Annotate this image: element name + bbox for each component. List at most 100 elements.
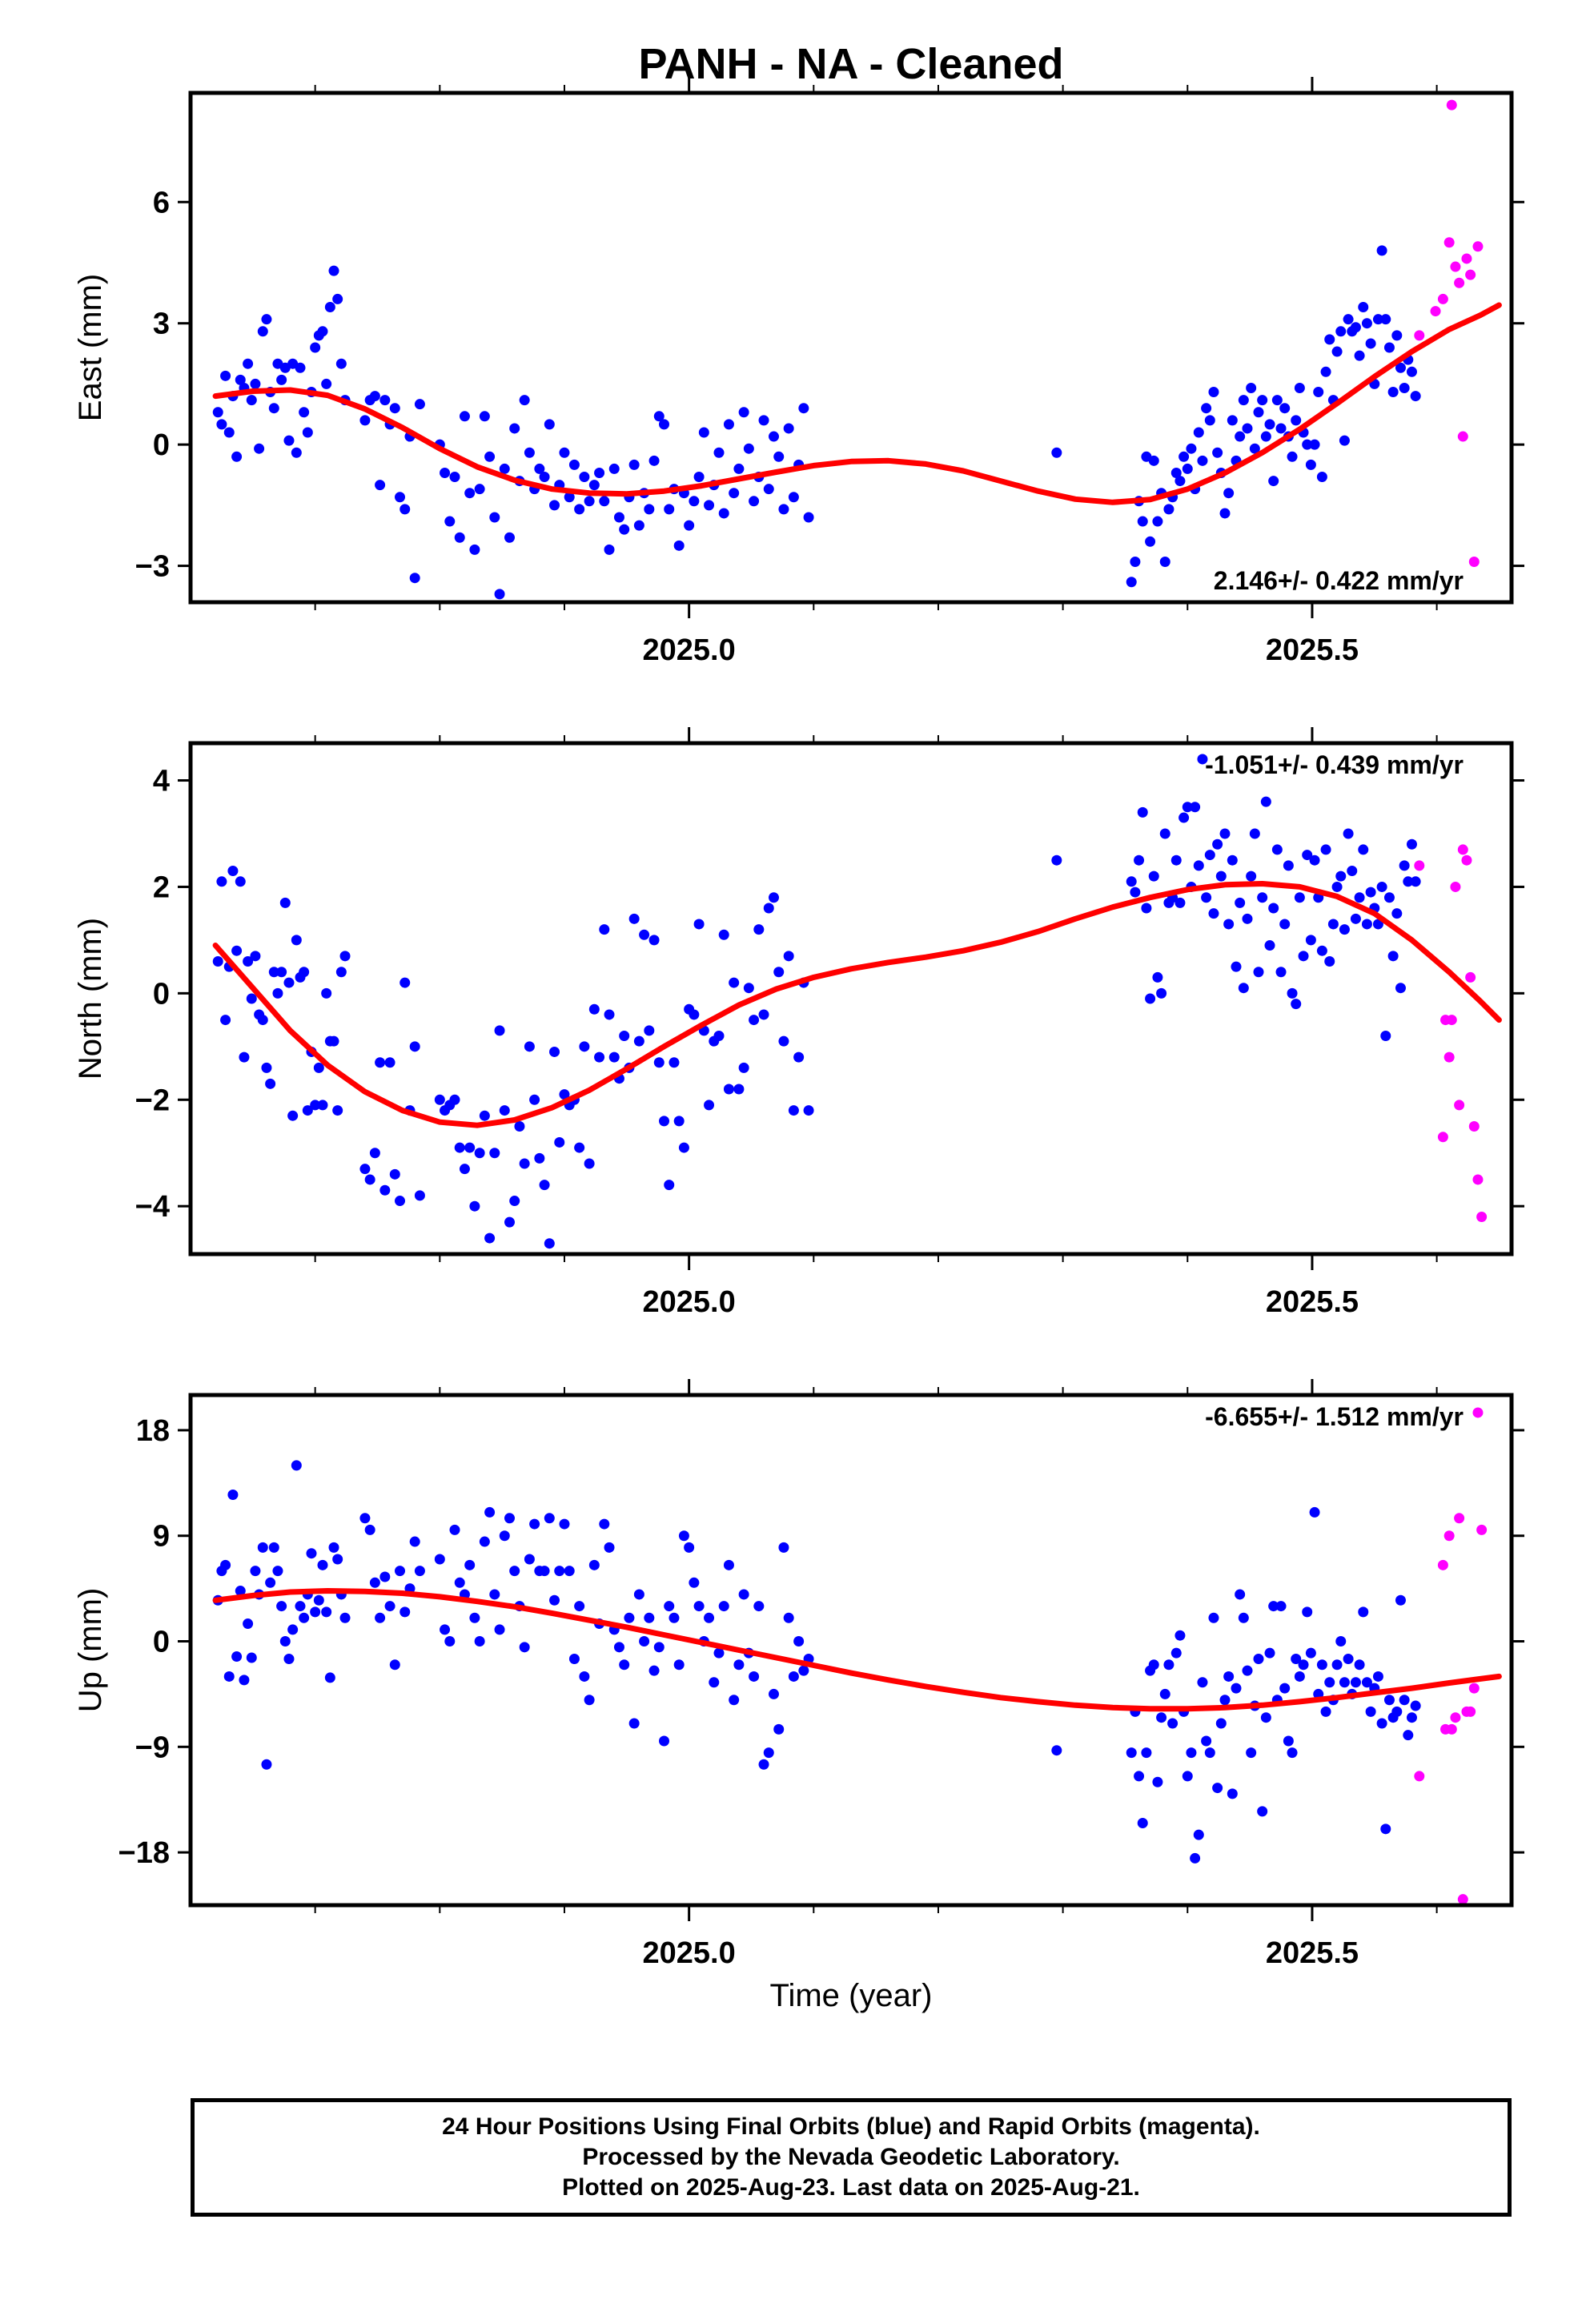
east-final-point bbox=[648, 455, 660, 466]
east-final-point bbox=[257, 326, 268, 337]
up-final-point bbox=[1159, 1688, 1170, 1699]
north-final-point bbox=[604, 1009, 615, 1020]
east-final-point bbox=[604, 544, 615, 555]
footer-line-2: Processed by the Nevada Geodetic Laborat… bbox=[582, 2144, 1120, 2170]
up-final-point bbox=[773, 1723, 785, 1735]
up-final-point bbox=[733, 1659, 745, 1671]
north-final-point bbox=[524, 1041, 535, 1052]
east-final-point bbox=[1159, 557, 1170, 568]
east-final-point bbox=[283, 435, 295, 446]
up-final-point bbox=[1372, 1671, 1383, 1682]
east-final-point bbox=[1249, 443, 1260, 454]
east-final-point bbox=[1219, 508, 1231, 519]
east-y-axis-label: East (mm) bbox=[73, 274, 108, 421]
north-final-point bbox=[384, 1057, 396, 1068]
north-final-point bbox=[678, 1142, 689, 1153]
up-final-point bbox=[1137, 1817, 1148, 1828]
up-final-point bbox=[628, 1718, 640, 1729]
up-final-point bbox=[798, 1665, 809, 1676]
east-final-point bbox=[718, 508, 729, 519]
up-rapid-point bbox=[1437, 1559, 1448, 1570]
east-rate-annotation: 2.146+/- 0.422 mm/yr bbox=[1214, 566, 1464, 595]
up-final-point bbox=[619, 1659, 630, 1671]
east-rapid-point bbox=[1437, 293, 1448, 304]
east-final-point bbox=[1204, 415, 1215, 426]
east-final-point bbox=[798, 403, 809, 414]
north-final-point bbox=[220, 1015, 231, 1026]
north-final-point bbox=[459, 1164, 470, 1175]
east-final-point bbox=[400, 504, 411, 515]
east-final-point bbox=[1395, 362, 1406, 373]
north-final-point bbox=[261, 1062, 272, 1073]
up-y-tick-label: −9 bbox=[135, 1731, 170, 1764]
up-final-point bbox=[539, 1566, 550, 1577]
up-rapid-point bbox=[1414, 1771, 1425, 1782]
north-final-point bbox=[1376, 881, 1387, 892]
north-final-point bbox=[1324, 955, 1335, 967]
east-final-point bbox=[579, 472, 590, 483]
north-final-point bbox=[534, 1152, 545, 1164]
east-final-point bbox=[698, 427, 709, 438]
up-final-point bbox=[239, 1675, 250, 1686]
north-final-point bbox=[1190, 802, 1201, 813]
north-final-point bbox=[379, 1184, 391, 1196]
east-rapid-point bbox=[1454, 277, 1465, 288]
east-final-point bbox=[1339, 435, 1350, 446]
east-final-point bbox=[1365, 338, 1376, 349]
east-final-point bbox=[254, 443, 265, 454]
up-panel: 2025.0 2025.5 −18 −9 0 9 18 Up (mm) -6.655+/- 1.… bbox=[73, 1379, 1524, 1970]
north-rapid-point bbox=[1437, 1132, 1448, 1143]
east-final-point bbox=[1197, 455, 1208, 466]
north-final-point bbox=[504, 1216, 515, 1228]
east-final-point bbox=[1235, 431, 1246, 442]
up-final-point bbox=[1223, 1671, 1235, 1682]
up-final-point bbox=[544, 1513, 555, 1524]
east-final-point bbox=[216, 419, 227, 430]
north-final-point bbox=[212, 955, 223, 967]
up-final-point bbox=[783, 1612, 794, 1623]
north-final-point bbox=[464, 1142, 476, 1153]
north-final-point bbox=[1406, 838, 1417, 850]
east-final-point bbox=[1201, 403, 1212, 414]
north-final-point bbox=[400, 977, 411, 988]
up-final-point bbox=[310, 1606, 321, 1618]
east-rapid-point bbox=[1450, 261, 1461, 272]
north-final-point bbox=[414, 1190, 425, 1201]
east-rapid-point bbox=[1457, 431, 1468, 442]
up-final-point bbox=[268, 1542, 279, 1553]
up-final-point bbox=[369, 1577, 380, 1588]
north-final-point bbox=[1395, 983, 1406, 994]
east-rapid-point bbox=[1446, 99, 1457, 111]
east-final-point bbox=[1361, 318, 1372, 329]
east-final-point bbox=[1309, 439, 1320, 450]
east-final-point bbox=[494, 589, 505, 600]
east-y-tick-label: 6 bbox=[153, 186, 170, 219]
up-final-point bbox=[375, 1612, 386, 1623]
up-final-point bbox=[1331, 1659, 1343, 1671]
north-final-point bbox=[519, 1158, 530, 1169]
north-final-point bbox=[758, 1009, 769, 1020]
up-final-point bbox=[1257, 1806, 1268, 1817]
east-final-point bbox=[359, 415, 371, 426]
north-final-point bbox=[389, 1168, 400, 1180]
east-final-point bbox=[1163, 504, 1174, 515]
east-y-tick-label: 3 bbox=[153, 308, 170, 341]
east-final-point bbox=[584, 496, 595, 507]
east-final-point bbox=[588, 480, 600, 491]
east-final-point bbox=[1174, 476, 1186, 487]
north-final-point bbox=[279, 897, 291, 908]
north-final-point bbox=[469, 1200, 480, 1212]
north-final-point bbox=[313, 1062, 324, 1073]
up-final-point bbox=[1156, 1712, 1167, 1723]
north-final-point bbox=[321, 987, 332, 999]
east-final-point bbox=[1242, 423, 1253, 434]
up-final-point bbox=[235, 1586, 246, 1597]
east-final-point bbox=[574, 504, 585, 515]
up-final-point bbox=[1268, 1601, 1279, 1612]
east-final-point bbox=[1320, 366, 1331, 377]
up-final-point bbox=[324, 1672, 335, 1683]
north-rapid-point bbox=[1446, 1015, 1457, 1026]
north-final-point bbox=[1051, 854, 1062, 866]
north-final-point bbox=[434, 1094, 445, 1105]
north-final-point bbox=[299, 967, 310, 978]
